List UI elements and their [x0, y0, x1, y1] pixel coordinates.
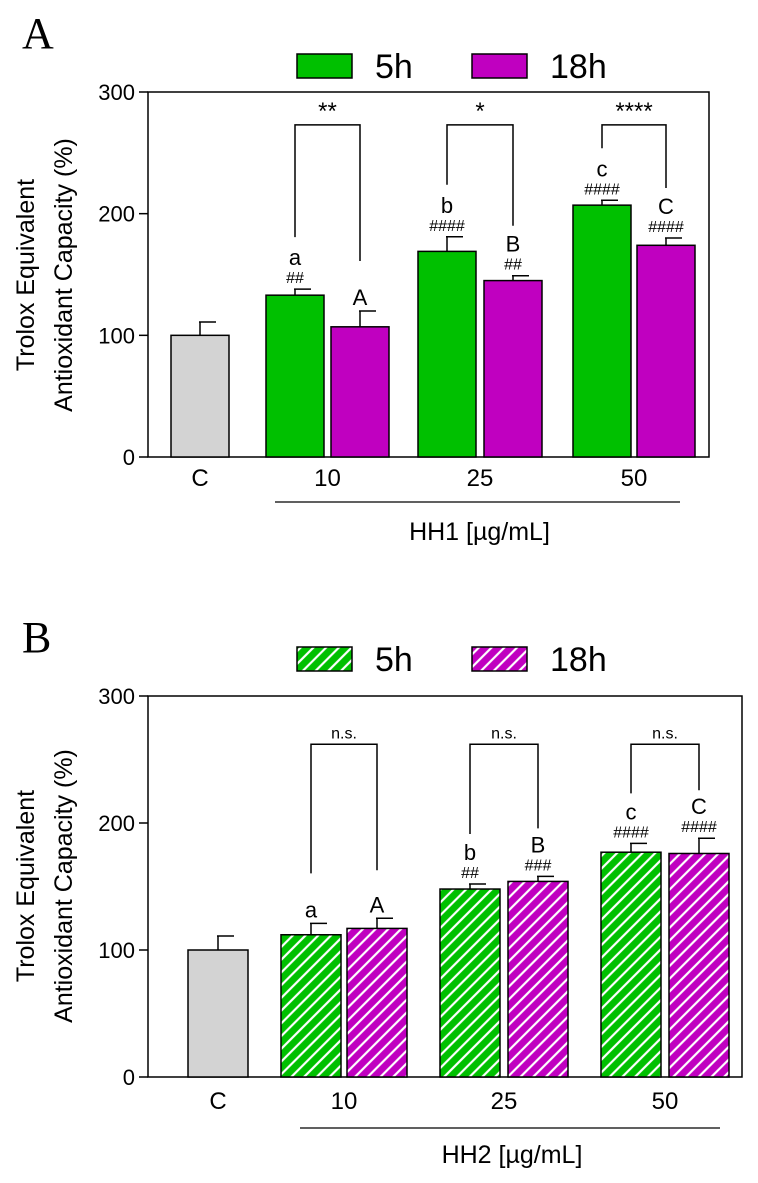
- comparison-label: n.s.: [331, 725, 357, 742]
- legend-swatch-5h: [296, 53, 353, 79]
- legend-swatch-5h: [296, 646, 353, 672]
- bar-50-5h: [600, 851, 662, 1078]
- y-tick-label: 100: [98, 938, 135, 963]
- bar-25-5h: [417, 250, 477, 458]
- significance-hash: ##: [461, 865, 479, 882]
- significance-hash: ####: [681, 819, 717, 836]
- significance-hash: ####: [429, 218, 465, 235]
- bar-50-18h: [636, 244, 696, 458]
- bar-10-5h: [265, 294, 325, 458]
- x-tick-label: C: [209, 1088, 226, 1115]
- significance-hash: ###: [525, 857, 552, 874]
- significance-hash: ##: [286, 270, 304, 287]
- panel-letter: A: [22, 9, 54, 58]
- comparison-label: **: [318, 98, 337, 125]
- legend-swatch-18h: [471, 53, 528, 79]
- comparison-bracket: [469, 743, 539, 834]
- bar-C-control: [170, 334, 230, 458]
- comparison-label: *: [475, 98, 484, 125]
- group-letter: a: [305, 897, 318, 922]
- bar-25-18h: [507, 880, 569, 1078]
- group-letter: A: [370, 892, 385, 917]
- significance-hash: ####: [613, 824, 649, 841]
- y-tick-label: 300: [98, 80, 135, 105]
- significance-hash: ####: [584, 181, 620, 198]
- y-tick-label: 100: [98, 323, 135, 348]
- bar-10-18h: [346, 927, 408, 1078]
- x-tick-label: 10: [331, 1088, 358, 1115]
- group-letter: b: [464, 840, 476, 865]
- group-letter: c: [626, 799, 637, 824]
- group-letter: c: [597, 156, 608, 181]
- bar-C-control: [187, 949, 249, 1078]
- comparison-bracket: [630, 743, 700, 794]
- y-tick-label: 0: [123, 1065, 135, 1090]
- y-axis-label: Trolox Equivalent: [12, 179, 40, 371]
- legend-swatch-18h: [471, 646, 528, 672]
- x-tick-label: 25: [467, 465, 494, 492]
- group-letter: B: [506, 232, 521, 257]
- significance-hash: ##: [504, 257, 522, 274]
- x-tick-label: C: [191, 465, 208, 492]
- panel-a-chart: A 5h 18h 0 100 200 300 Trolox Equivalent Antioxi…: [12, 9, 710, 546]
- legend-label-18h: 18h: [550, 48, 607, 86]
- comparison-bracket: [446, 124, 514, 226]
- group-letter: b: [441, 193, 453, 218]
- group-letter: B: [531, 832, 546, 857]
- bar-25-18h: [483, 279, 543, 458]
- x-tick-label: 10: [314, 465, 341, 492]
- x-axis-label: HH2 [µg/mL]: [442, 1141, 583, 1169]
- y-axis-label: Antioxidant Capacity (%): [50, 138, 78, 412]
- group-letter: a: [289, 245, 302, 270]
- bar-50-5h: [572, 204, 632, 458]
- comparison-bracket: [601, 124, 667, 188]
- group-letter: A: [353, 285, 368, 310]
- y-axis-label: Antioxidant Capacity (%): [50, 749, 78, 1023]
- y-tick-label: 200: [98, 202, 135, 227]
- x-axis-label: HH1 [µg/mL]: [409, 518, 550, 546]
- x-tick-label: 25: [491, 1088, 518, 1115]
- x-tick-label: 50: [652, 1088, 679, 1115]
- comparison-label: n.s.: [652, 725, 678, 742]
- bar-25-5h: [439, 888, 501, 1078]
- y-tick-label: 300: [98, 684, 135, 709]
- bar-10-5h: [280, 934, 342, 1078]
- comparison-bracket: [310, 743, 378, 874]
- comparison-label: ****: [615, 98, 652, 125]
- legend-label-5h: 5h: [375, 641, 413, 679]
- comparison-bracket: [294, 124, 361, 261]
- group-letter: C: [658, 194, 674, 219]
- y-tick-label: 200: [98, 811, 135, 836]
- y-tick-label: 0: [123, 445, 135, 470]
- significance-hash: ####: [648, 219, 684, 236]
- x-tick-label: 50: [621, 465, 648, 492]
- panel-letter: B: [22, 613, 51, 662]
- bar-10-18h: [330, 326, 390, 458]
- panel-b-chart: B 5h 18h 0 100 200 300 Trolox Equivalent Antioxi…: [12, 613, 743, 1169]
- group-letter: C: [691, 794, 707, 819]
- legend-label-5h: 5h: [375, 48, 413, 86]
- legend-label-18h: 18h: [550, 641, 607, 679]
- comparison-label: n.s.: [491, 725, 517, 742]
- bar-50-18h: [668, 852, 730, 1078]
- y-axis-label: Trolox Equivalent: [12, 790, 40, 982]
